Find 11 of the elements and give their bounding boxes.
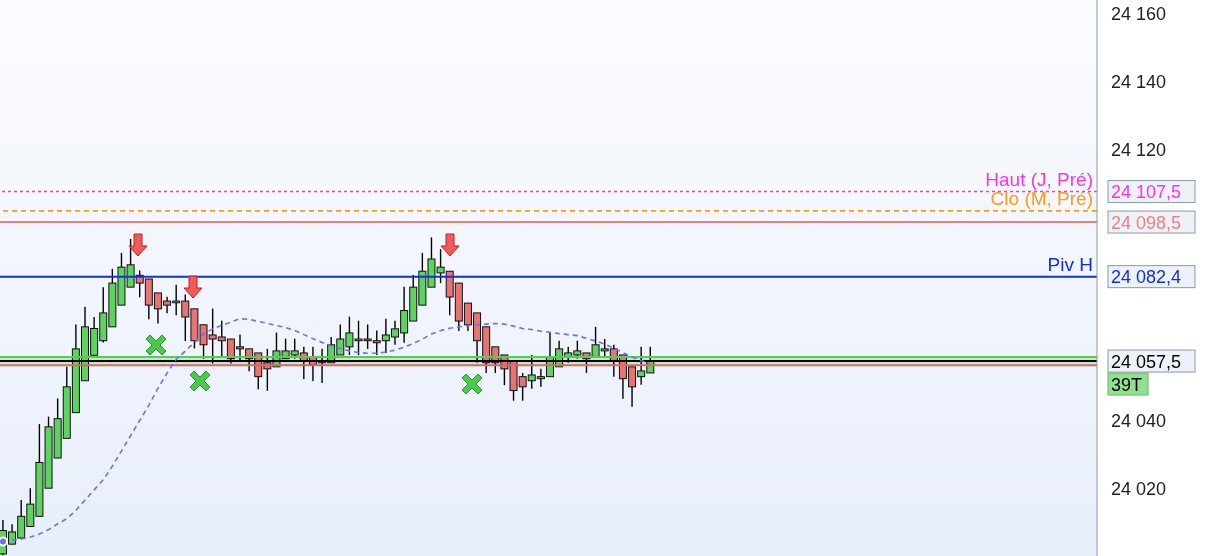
text: 39T: [1111, 374, 1143, 395]
y-tick-label: 24 098,5: [1111, 212, 1182, 233]
y-tick-label: 24 057,5: [1111, 351, 1182, 372]
y-tick-label: 24 020: [1111, 478, 1167, 499]
y-tick-label: 24 140: [1111, 71, 1167, 92]
y-tick-label: 24 082,4: [1111, 267, 1182, 288]
y-tick-label: 24 160: [1111, 4, 1167, 25]
y-tick-label: 24 120: [1111, 139, 1167, 160]
y-tick-label: 24 040: [1111, 410, 1167, 431]
y-tick-label: 24 107,5: [1111, 182, 1182, 203]
ref-line-label: Piv H: [1047, 253, 1093, 275]
